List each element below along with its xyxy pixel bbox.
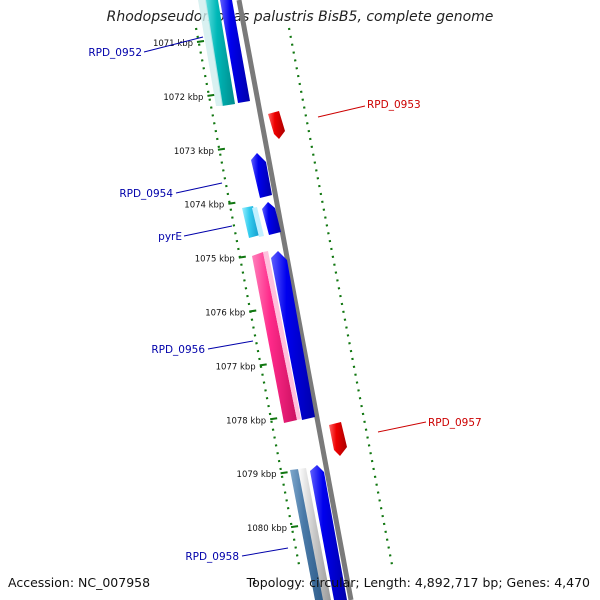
gene-rpd-0954 — [251, 153, 272, 198]
tick-mark — [270, 417, 278, 421]
genome-backbone — [236, 0, 354, 600]
accession-text: Accession: NC_007958 — [8, 575, 151, 590]
tick-mark — [196, 40, 205, 43]
topology-text: Topology: circular; Length: 4,892,717 bp… — [246, 575, 590, 590]
gene-rpd-0952-blue — [220, 0, 250, 103]
leader-rpd-0956 — [207, 340, 254, 350]
label-rpd-0958[interactable]: RPD_0958 — [185, 551, 239, 563]
gene-blue-long — [271, 251, 315, 420]
tick-label: 1080 kbp — [247, 524, 287, 534]
tick-mark — [207, 93, 215, 97]
tick-label: 1078 kbp — [226, 416, 266, 426]
label-rpd-0957[interactable]: RPD_0957 — [428, 417, 482, 429]
gene-rpd-0956-light — [263, 251, 301, 420]
gene-rpd-0956 — [252, 252, 297, 423]
tick-label: 1074 kbp — [184, 201, 224, 211]
leader-rpd-0957 — [377, 421, 427, 433]
label-rpd-0953[interactable]: RPD_0953 — [367, 99, 421, 111]
gene-rpd-0952-pale — [198, 0, 223, 106]
leader-rpd-0953 — [317, 105, 366, 118]
tick-label: 1076 kbp — [205, 309, 245, 319]
label-rpd-0954[interactable]: RPD_0954 — [119, 188, 173, 200]
tick-mark — [290, 525, 299, 529]
tick-mark — [238, 255, 246, 259]
tick-label: 1071 kbp — [153, 39, 193, 49]
tick-mark — [249, 309, 257, 313]
gene-pyre — [242, 206, 260, 238]
tick-label: 1075 kbp — [195, 255, 235, 265]
gene-blue-lower — [310, 465, 347, 600]
gene-rpd-0957 — [329, 422, 347, 456]
tick-label: 1079 kbp — [237, 470, 277, 480]
label-rpd-0956[interactable]: RPD_0956 — [151, 344, 205, 356]
tick-label: 1073 kbp — [174, 147, 214, 157]
label-rpd-0952[interactable]: RPD_0952 — [88, 47, 142, 59]
tick-mark — [217, 147, 226, 151]
tick-marks: 1071 kbp 1072 kbp 1073 kbp 1074 kbp 1075 kbp… — [153, 39, 299, 534]
tick-mark — [259, 363, 267, 367]
leader-pyre — [183, 225, 233, 237]
gene-rpd-0958-grey — [298, 468, 331, 600]
corner-mark: 1 — [252, 577, 258, 586]
leader-rpd-0958 — [241, 547, 289, 557]
gene-rpd-0952-teal — [205, 0, 235, 106]
tick-label: 1072 kbp — [163, 93, 203, 103]
gene-rpd-0958 — [290, 469, 324, 600]
tick-mark — [280, 471, 288, 475]
leader-rpd-0952 — [143, 36, 204, 53]
gene-pyre-bar — [252, 207, 264, 237]
tick-label: 1077 kbp — [216, 362, 256, 372]
tick-mark — [228, 201, 236, 205]
gene-rpd-0953 — [268, 111, 285, 139]
gene-small-blue — [262, 202, 281, 235]
label-pyre[interactable]: pyrE — [158, 231, 182, 243]
leader-rpd-0954 — [175, 182, 223, 194]
